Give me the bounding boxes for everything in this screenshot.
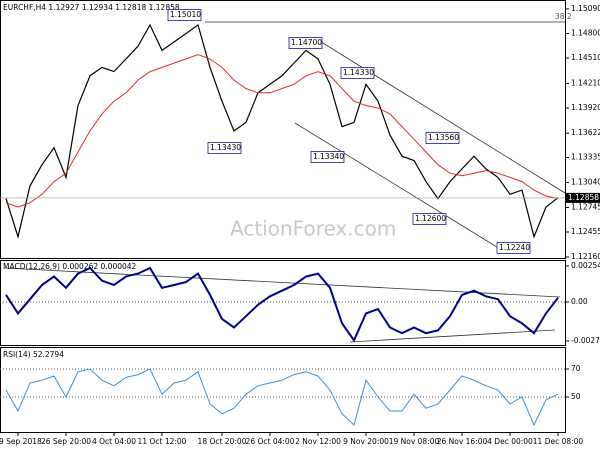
series-line: [5, 266, 559, 343]
price-label-box: [496, 242, 531, 254]
y-tick-label: 0.00: [571, 297, 588, 306]
macd-title: MACD(12,26,9) 0.000262 0.000042: [3, 262, 137, 271]
watermark: ActionForex.com: [230, 217, 396, 241]
x-tick-label: 11 Dec 08:00: [533, 437, 584, 446]
price-label: 1.12600: [415, 214, 446, 223]
y-tick-label: 1.13040: [571, 177, 600, 186]
price-label-box: [207, 142, 242, 154]
x-tick-label: 19 Nov 08:00: [389, 437, 440, 446]
rsi-frame: [0, 347, 566, 433]
x-tick-label: 11 Oct 12:00: [138, 437, 187, 446]
y-tick-label: 1.14510: [571, 53, 600, 62]
series-line: [5, 368, 559, 427]
last-price-box: [566, 192, 600, 203]
x-tick-label: 26 Nov 16:00: [437, 437, 488, 446]
channel-upper: [317, 39, 566, 194]
x-tick-label: 18 Oct 20:00: [198, 437, 247, 446]
y-tick-label: 1.12160: [571, 252, 600, 261]
x-tick-label: 9 Nov 20:00: [343, 437, 389, 446]
price-label-box: [412, 213, 447, 225]
macd-trend-lower: [349, 329, 556, 343]
y-tick-label: 1.14210: [571, 78, 600, 87]
y-tick-label: 1.13622: [571, 128, 600, 137]
price-label: 1.13340: [313, 152, 344, 161]
last-price-label: 1.12858: [568, 193, 599, 202]
price-label: 1.13560: [428, 133, 459, 142]
x-tick-label: 2 Nov 12:00: [295, 437, 341, 446]
series-line: [5, 23, 559, 239]
x-tick-label: 4 Dec 00:00: [487, 437, 533, 446]
y-tick-label: 1.12745: [571, 202, 600, 211]
y-tick-label: -0.002747: [571, 336, 600, 345]
y-tick-label: 70: [571, 364, 581, 373]
price-label: 1.13430: [210, 143, 241, 152]
x-tick-label: 26 Oct 04:00: [246, 437, 295, 446]
price-label: 38.2: [555, 12, 572, 21]
series-line: [5, 54, 559, 208]
price-label: 1.15010: [170, 10, 201, 19]
price-label-box: [310, 151, 345, 163]
price-label: 1.14330: [343, 68, 374, 77]
macd-frame: [0, 260, 566, 346]
price-label-box: [425, 132, 460, 144]
y-tick-label: 1.12455: [571, 227, 600, 236]
x-tick-label: 4 Oct 04:00: [92, 437, 136, 446]
price-label: 1.12240: [499, 243, 530, 252]
price-label-box: [288, 37, 323, 49]
y-tick-label: 50: [571, 392, 581, 401]
rsi-title: RSI(14) 52.2794: [3, 350, 64, 359]
price-title: EURCHF,H4 1.12927 1.12934 1.12818 1.1285…: [3, 3, 180, 12]
y-tick-label: 1.13920: [571, 103, 600, 112]
price-label-box: [167, 9, 202, 21]
x-tick-label: 19 Sep 2018: [0, 437, 42, 446]
price-frame: [0, 0, 566, 259]
x-tick-label: 26 Sep 20:00: [41, 437, 91, 446]
y-tick-label: 0.00254: [571, 261, 600, 270]
price-label: 1.14700: [291, 38, 322, 47]
panel-frames: [0, 0, 566, 433]
y-tick-label: 1.14800: [571, 29, 600, 38]
y-tick-label: 1.15090: [571, 4, 600, 13]
price-label-box: [340, 67, 375, 79]
y-tick-label: 1.13335: [571, 153, 600, 162]
channel-lower: [294, 122, 506, 253]
